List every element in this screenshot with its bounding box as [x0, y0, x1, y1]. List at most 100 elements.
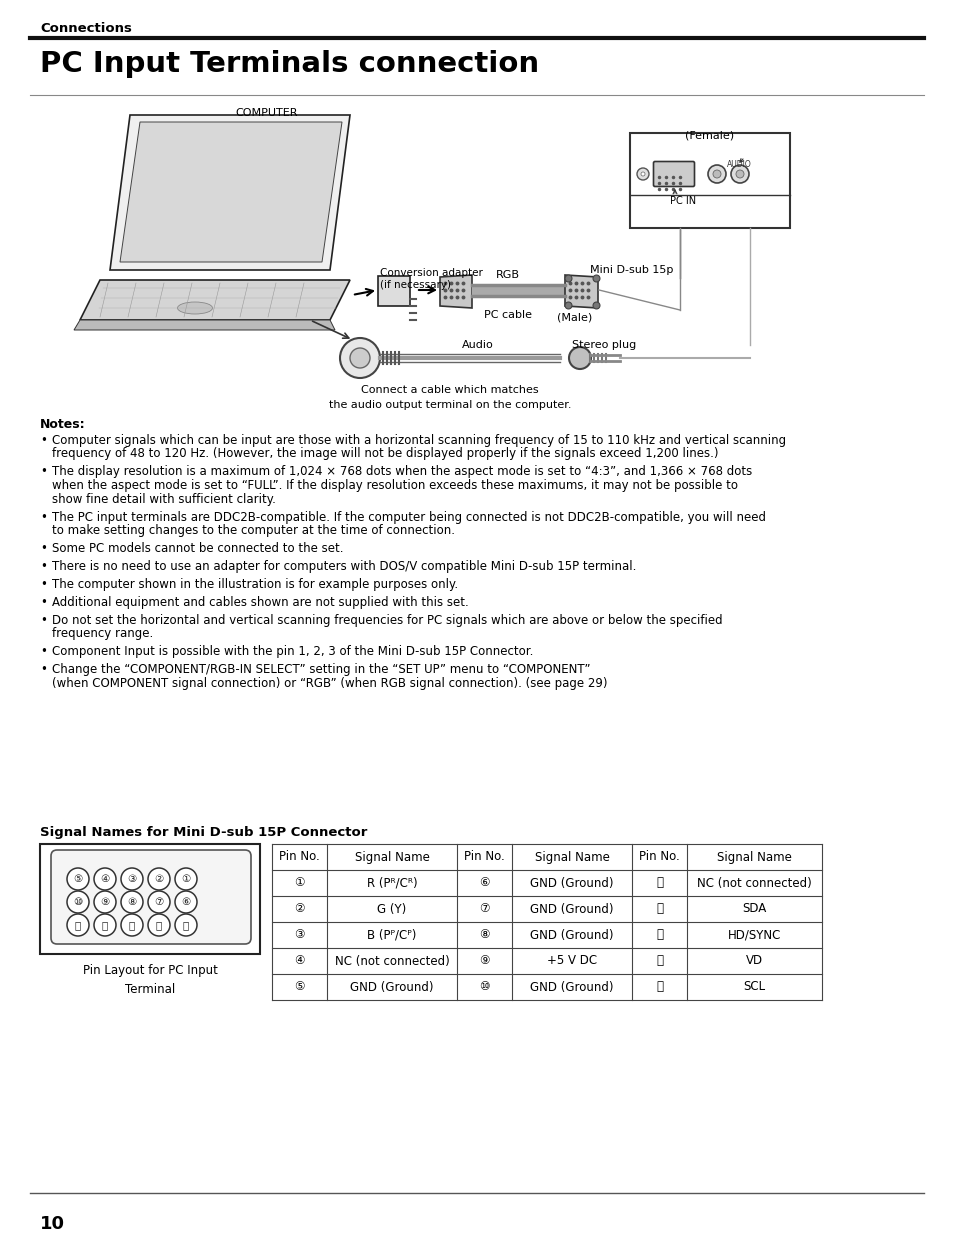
Text: ⑭: ⑭ [102, 920, 108, 930]
Circle shape [67, 868, 89, 890]
Text: ⑪: ⑪ [656, 877, 662, 889]
Circle shape [637, 168, 648, 180]
Circle shape [350, 348, 370, 368]
Text: •: • [40, 646, 47, 658]
Text: •: • [40, 466, 47, 478]
Text: COMPUTER: COMPUTER [234, 107, 297, 119]
Text: Computer signals which can be input are those with a horizontal scanning frequen: Computer signals which can be input are … [52, 433, 785, 447]
Circle shape [148, 914, 170, 936]
Text: ②: ② [154, 874, 164, 884]
Text: ④: ④ [294, 955, 304, 967]
Ellipse shape [177, 303, 213, 314]
Text: The PC input terminals are DDC2B-compatible. If the computer being connected is : The PC input terminals are DDC2B-compati… [52, 510, 765, 524]
Circle shape [67, 890, 89, 913]
Text: HD/SYNC: HD/SYNC [727, 929, 781, 941]
Polygon shape [80, 280, 350, 320]
Text: There is no need to use an adapter for computers with DOS/V compatible Mini D-su: There is no need to use an adapter for c… [52, 559, 636, 573]
Circle shape [148, 890, 170, 913]
Text: Mini D-sub 15p: Mini D-sub 15p [589, 266, 673, 275]
Text: Component Input is possible with the pin 1, 2, 3 of the Mini D-sub 15P Connector: Component Input is possible with the pin… [52, 646, 533, 658]
Text: Stereo plug: Stereo plug [571, 340, 636, 350]
Circle shape [94, 868, 116, 890]
Text: PC Input Terminals connection: PC Input Terminals connection [40, 49, 538, 78]
Text: GND (Ground): GND (Ground) [530, 903, 613, 915]
Text: (Male): (Male) [557, 312, 592, 324]
Text: Notes:: Notes: [40, 417, 86, 431]
Text: •: • [40, 578, 47, 592]
Circle shape [67, 914, 89, 936]
Text: ④: ④ [100, 874, 110, 884]
Text: frequency range.: frequency range. [52, 627, 153, 641]
Text: Signal Name: Signal Name [717, 851, 791, 863]
Text: Pin Layout for PC Input
Terminal: Pin Layout for PC Input Terminal [83, 965, 217, 995]
Polygon shape [564, 275, 598, 308]
Text: ⑫: ⑫ [656, 903, 662, 915]
Text: The display resolution is a maximum of 1,024 × 768 dots when the aspect mode is : The display resolution is a maximum of 1… [52, 466, 752, 478]
Text: ①: ① [181, 874, 191, 884]
Text: ③: ③ [294, 929, 304, 941]
Text: to make setting changes to the computer at the time of connection.: to make setting changes to the computer … [52, 524, 455, 537]
Text: ②: ② [294, 903, 304, 915]
Text: GND (Ground): GND (Ground) [350, 981, 434, 993]
Text: •: • [40, 614, 47, 627]
Circle shape [339, 338, 379, 378]
Bar [272, 844, 821, 1000]
Text: The computer shown in the illustration is for example purposes only.: The computer shown in the illustration i… [52, 578, 457, 592]
Text: ⑧: ⑧ [478, 929, 489, 941]
Text: PC IN: PC IN [669, 196, 696, 206]
Text: Signal Name: Signal Name [534, 851, 609, 863]
Text: ⑤: ⑤ [294, 981, 304, 993]
Text: ①: ① [294, 877, 304, 889]
Text: Connections: Connections [40, 22, 132, 35]
Text: RGB: RGB [496, 270, 519, 280]
Text: SCL: SCL [742, 981, 764, 993]
Text: •: • [40, 559, 47, 573]
Bar [40, 844, 260, 953]
Circle shape [121, 914, 143, 936]
Text: ⑧: ⑧ [128, 897, 136, 906]
Text: 10: 10 [40, 1215, 65, 1233]
Text: •: • [40, 510, 47, 524]
Text: +5 V DC: +5 V DC [546, 955, 597, 967]
Text: GND (Ground): GND (Ground) [530, 981, 613, 993]
Text: ③: ③ [128, 874, 136, 884]
Text: when the aspect mode is set to “FULL”. If the display resolution exceeds these m: when the aspect mode is set to “FULL”. I… [52, 479, 738, 492]
Text: ⑮: ⑮ [656, 981, 662, 993]
Text: •: • [40, 597, 47, 609]
Text: NC (not connected): NC (not connected) [697, 877, 811, 889]
Text: ⑩: ⑩ [478, 981, 489, 993]
Circle shape [121, 890, 143, 913]
Text: ⑨: ⑨ [478, 955, 489, 967]
Text: ⑥: ⑥ [478, 877, 489, 889]
Text: ⑤: ⑤ [73, 874, 83, 884]
Text: •: • [40, 433, 47, 447]
Text: ⑦: ⑦ [154, 897, 164, 906]
Text: ⑪: ⑪ [183, 920, 189, 930]
Circle shape [94, 914, 116, 936]
Text: ⑬: ⑬ [129, 920, 135, 930]
Circle shape [121, 868, 143, 890]
Text: show fine detail with sufficient clarity.: show fine detail with sufficient clarity… [52, 493, 275, 505]
Text: Additional equipment and cables shown are not supplied with this set.: Additional equipment and cables shown ar… [52, 597, 468, 609]
Polygon shape [74, 320, 335, 330]
Text: AUDIO: AUDIO [726, 161, 751, 169]
Text: Connect a cable which matches
the audio output terminal on the computer.: Connect a cable which matches the audio … [329, 385, 571, 410]
Circle shape [94, 890, 116, 913]
Text: B (Pᴾ/Cᴾ): B (Pᴾ/Cᴾ) [367, 929, 416, 941]
Text: G (Y): G (Y) [377, 903, 406, 915]
Polygon shape [120, 122, 341, 262]
Circle shape [707, 165, 725, 183]
Text: Audio: Audio [461, 340, 494, 350]
Polygon shape [439, 275, 472, 308]
Circle shape [735, 170, 743, 178]
Circle shape [712, 170, 720, 178]
Text: GND (Ground): GND (Ground) [530, 877, 613, 889]
Text: ⑥: ⑥ [181, 897, 191, 906]
Text: ⑩: ⑩ [73, 897, 83, 906]
Text: •: • [40, 663, 47, 677]
Text: Change the “COMPONENT/RGB-IN SELECT” setting in the “SET UP” menu to “COMPONENT”: Change the “COMPONENT/RGB-IN SELECT” set… [52, 663, 590, 677]
Text: ⑨: ⑨ [100, 897, 110, 906]
Text: frequency of 48 to 120 Hz. (However, the image will not be displayed properly if: frequency of 48 to 120 Hz. (However, the… [52, 447, 718, 461]
Text: ⑫: ⑫ [155, 920, 162, 930]
Text: ⑭: ⑭ [656, 955, 662, 967]
